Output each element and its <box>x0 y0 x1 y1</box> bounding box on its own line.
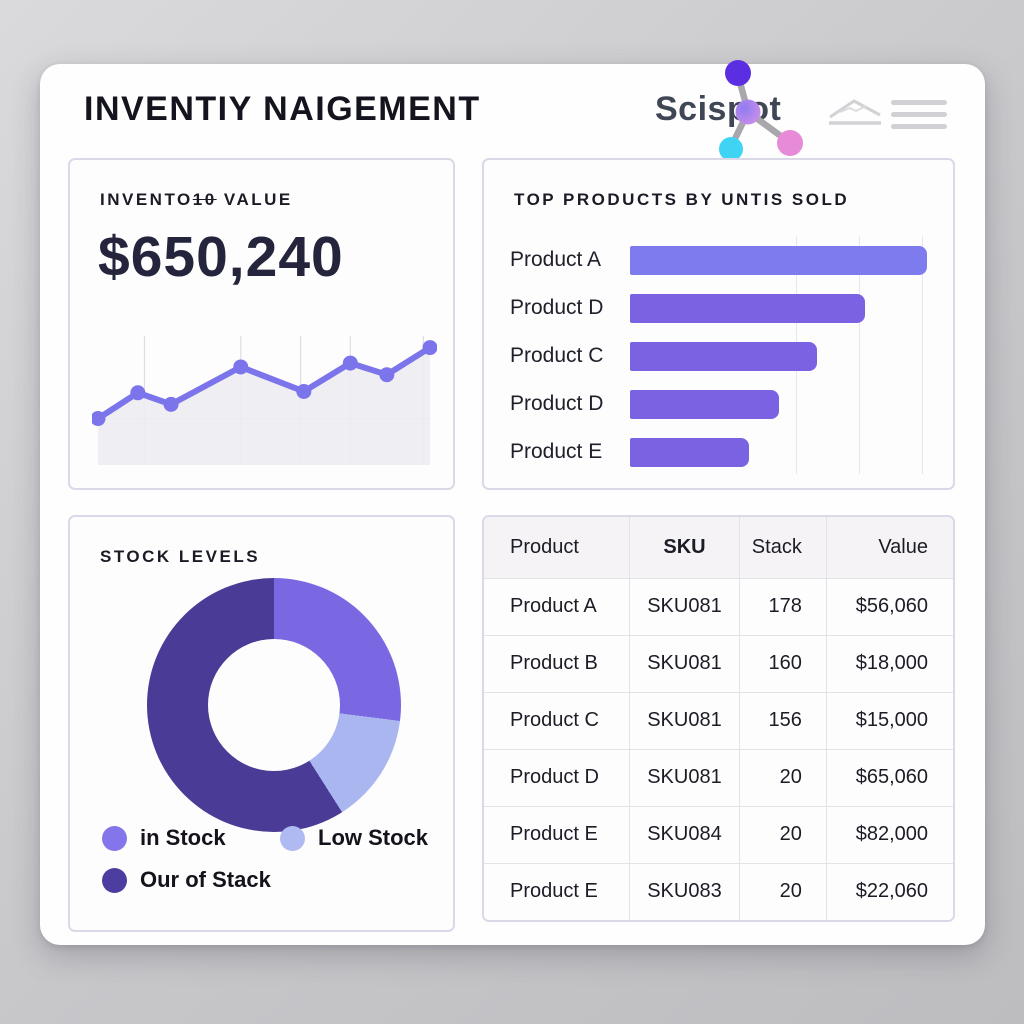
stock-levels-legend: in Stock Low Stock Our of Stack <box>102 825 428 893</box>
table-cell: Product E <box>484 805 630 864</box>
bar-row: Product D <box>484 284 953 332</box>
inventory-trend-line-chart <box>92 336 437 465</box>
table-cell: SKU081 <box>628 691 741 750</box>
stock-levels-title: STOCK LEVELS <box>100 547 261 566</box>
top-products-bar-chart: Product A Product D Product C Product D Prod… <box>484 236 953 476</box>
table-cell: SKU081 <box>628 748 741 807</box>
table-cell: 20 <box>739 805 827 864</box>
top-products-title: TOP PRODUCTS BY UNTIS SOLD <box>514 190 850 209</box>
legend-item: Low Stock <box>280 825 428 851</box>
table-cell: $22,060 <box>825 862 953 920</box>
bar-track <box>630 389 927 419</box>
bar-category-label: Product D <box>510 392 604 415</box>
column-header: Product <box>484 517 630 579</box>
inventory-value-card: INVENTO10 VALUE $650,240 <box>68 158 455 490</box>
column-header: SKU <box>628 517 741 579</box>
bar-row: Product A <box>484 236 953 284</box>
table-cell: Product E <box>484 862 630 920</box>
table-cell: $15,000 <box>825 691 953 750</box>
bar-category-label: Product C <box>510 344 604 367</box>
legend-label: Our of Stack <box>140 867 271 892</box>
dashboard-panel: INVENTIY NAIGEMENT Scispot <box>40 60 985 945</box>
products-table-card: Product SKU Stack Value Product A SKU081 178 $… <box>482 515 955 922</box>
table-cell: 20 <box>739 748 827 807</box>
legend-color-dot <box>102 825 127 851</box>
table-row: Product A SKU081 178 $56,060 <box>484 577 953 636</box>
table-cell: 156 <box>739 691 827 750</box>
table-cell: $82,000 <box>825 805 953 864</box>
table-cell: Product A <box>484 577 630 636</box>
table-cell: Product B <box>484 634 630 693</box>
inventory-value-title: INVENTO10 VALUE <box>100 190 293 209</box>
table-row: Product D SKU081 20 $65,060 <box>484 748 953 807</box>
bar-row: Product E <box>484 428 953 476</box>
stock-levels-donut-chart <box>147 578 401 832</box>
table-cell: 178 <box>739 577 827 636</box>
bar-track <box>630 341 927 371</box>
table-row: Product C SKU081 156 $15,000 <box>484 691 953 750</box>
top-products-card: TOP PRODUCTS BY UNTIS SOLD Product A Prod… <box>482 158 955 490</box>
table-cell: SKU081 <box>628 577 741 636</box>
bar-track <box>630 245 927 275</box>
bar-row: Product C <box>484 332 953 380</box>
hamburger-menu-icon[interactable] <box>891 100 947 134</box>
legend-item: Our of Stack <box>102 867 280 893</box>
inventory-value-amount: $650,240 <box>98 225 344 289</box>
bar <box>630 245 927 275</box>
table-cell: SKU083 <box>628 862 741 920</box>
table-cell: $65,060 <box>825 748 953 807</box>
roof-chart-icon[interactable] <box>826 96 884 130</box>
molecule-icon <box>719 60 803 161</box>
table-cell: $56,060 <box>825 577 953 636</box>
legend-color-dot <box>102 867 127 893</box>
legend-label: Low Stock <box>318 825 429 850</box>
bar <box>630 389 779 419</box>
legend-item: in Stock <box>102 825 280 851</box>
bar <box>630 341 818 371</box>
legend-label: in Stock <box>140 825 226 850</box>
bar-track <box>630 293 927 323</box>
table-row: Product E SKU083 20 $22,060 <box>484 862 953 920</box>
bar <box>630 437 749 467</box>
bar-category-label: Product A <box>510 248 602 271</box>
stock-levels-card: STOCK LEVELS in Stock Low Stock Our of Sta… <box>68 515 455 932</box>
table-cell: 20 <box>739 862 827 920</box>
page-title: INVENTIY NAIGEMENT <box>84 90 481 128</box>
column-header: Stack <box>739 517 827 579</box>
bar-category-label: Product D <box>510 296 604 319</box>
table-cell: SKU081 <box>628 634 741 693</box>
column-header: Value <box>825 517 953 579</box>
table-cell: 160 <box>739 634 827 693</box>
products-table: Product SKU Stack Value Product A SKU081 178 $… <box>484 517 953 920</box>
legend-color-dot <box>280 825 305 851</box>
table-cell: $18,000 <box>825 634 953 693</box>
bar-row: Product D <box>484 380 953 428</box>
bar-track <box>630 437 927 467</box>
table-row: Product E SKU084 20 $82,000 <box>484 805 953 864</box>
table-row: Product B SKU081 160 $18,000 <box>484 634 953 693</box>
bar-category-label: Product E <box>510 440 603 463</box>
table-cell: SKU084 <box>628 805 741 864</box>
logo: Scispot <box>635 60 835 179</box>
table-cell: Product C <box>484 691 630 750</box>
bar <box>630 293 865 323</box>
table-header-row: Product SKU Stack Value <box>484 517 953 579</box>
table-cell: Product D <box>484 748 630 807</box>
